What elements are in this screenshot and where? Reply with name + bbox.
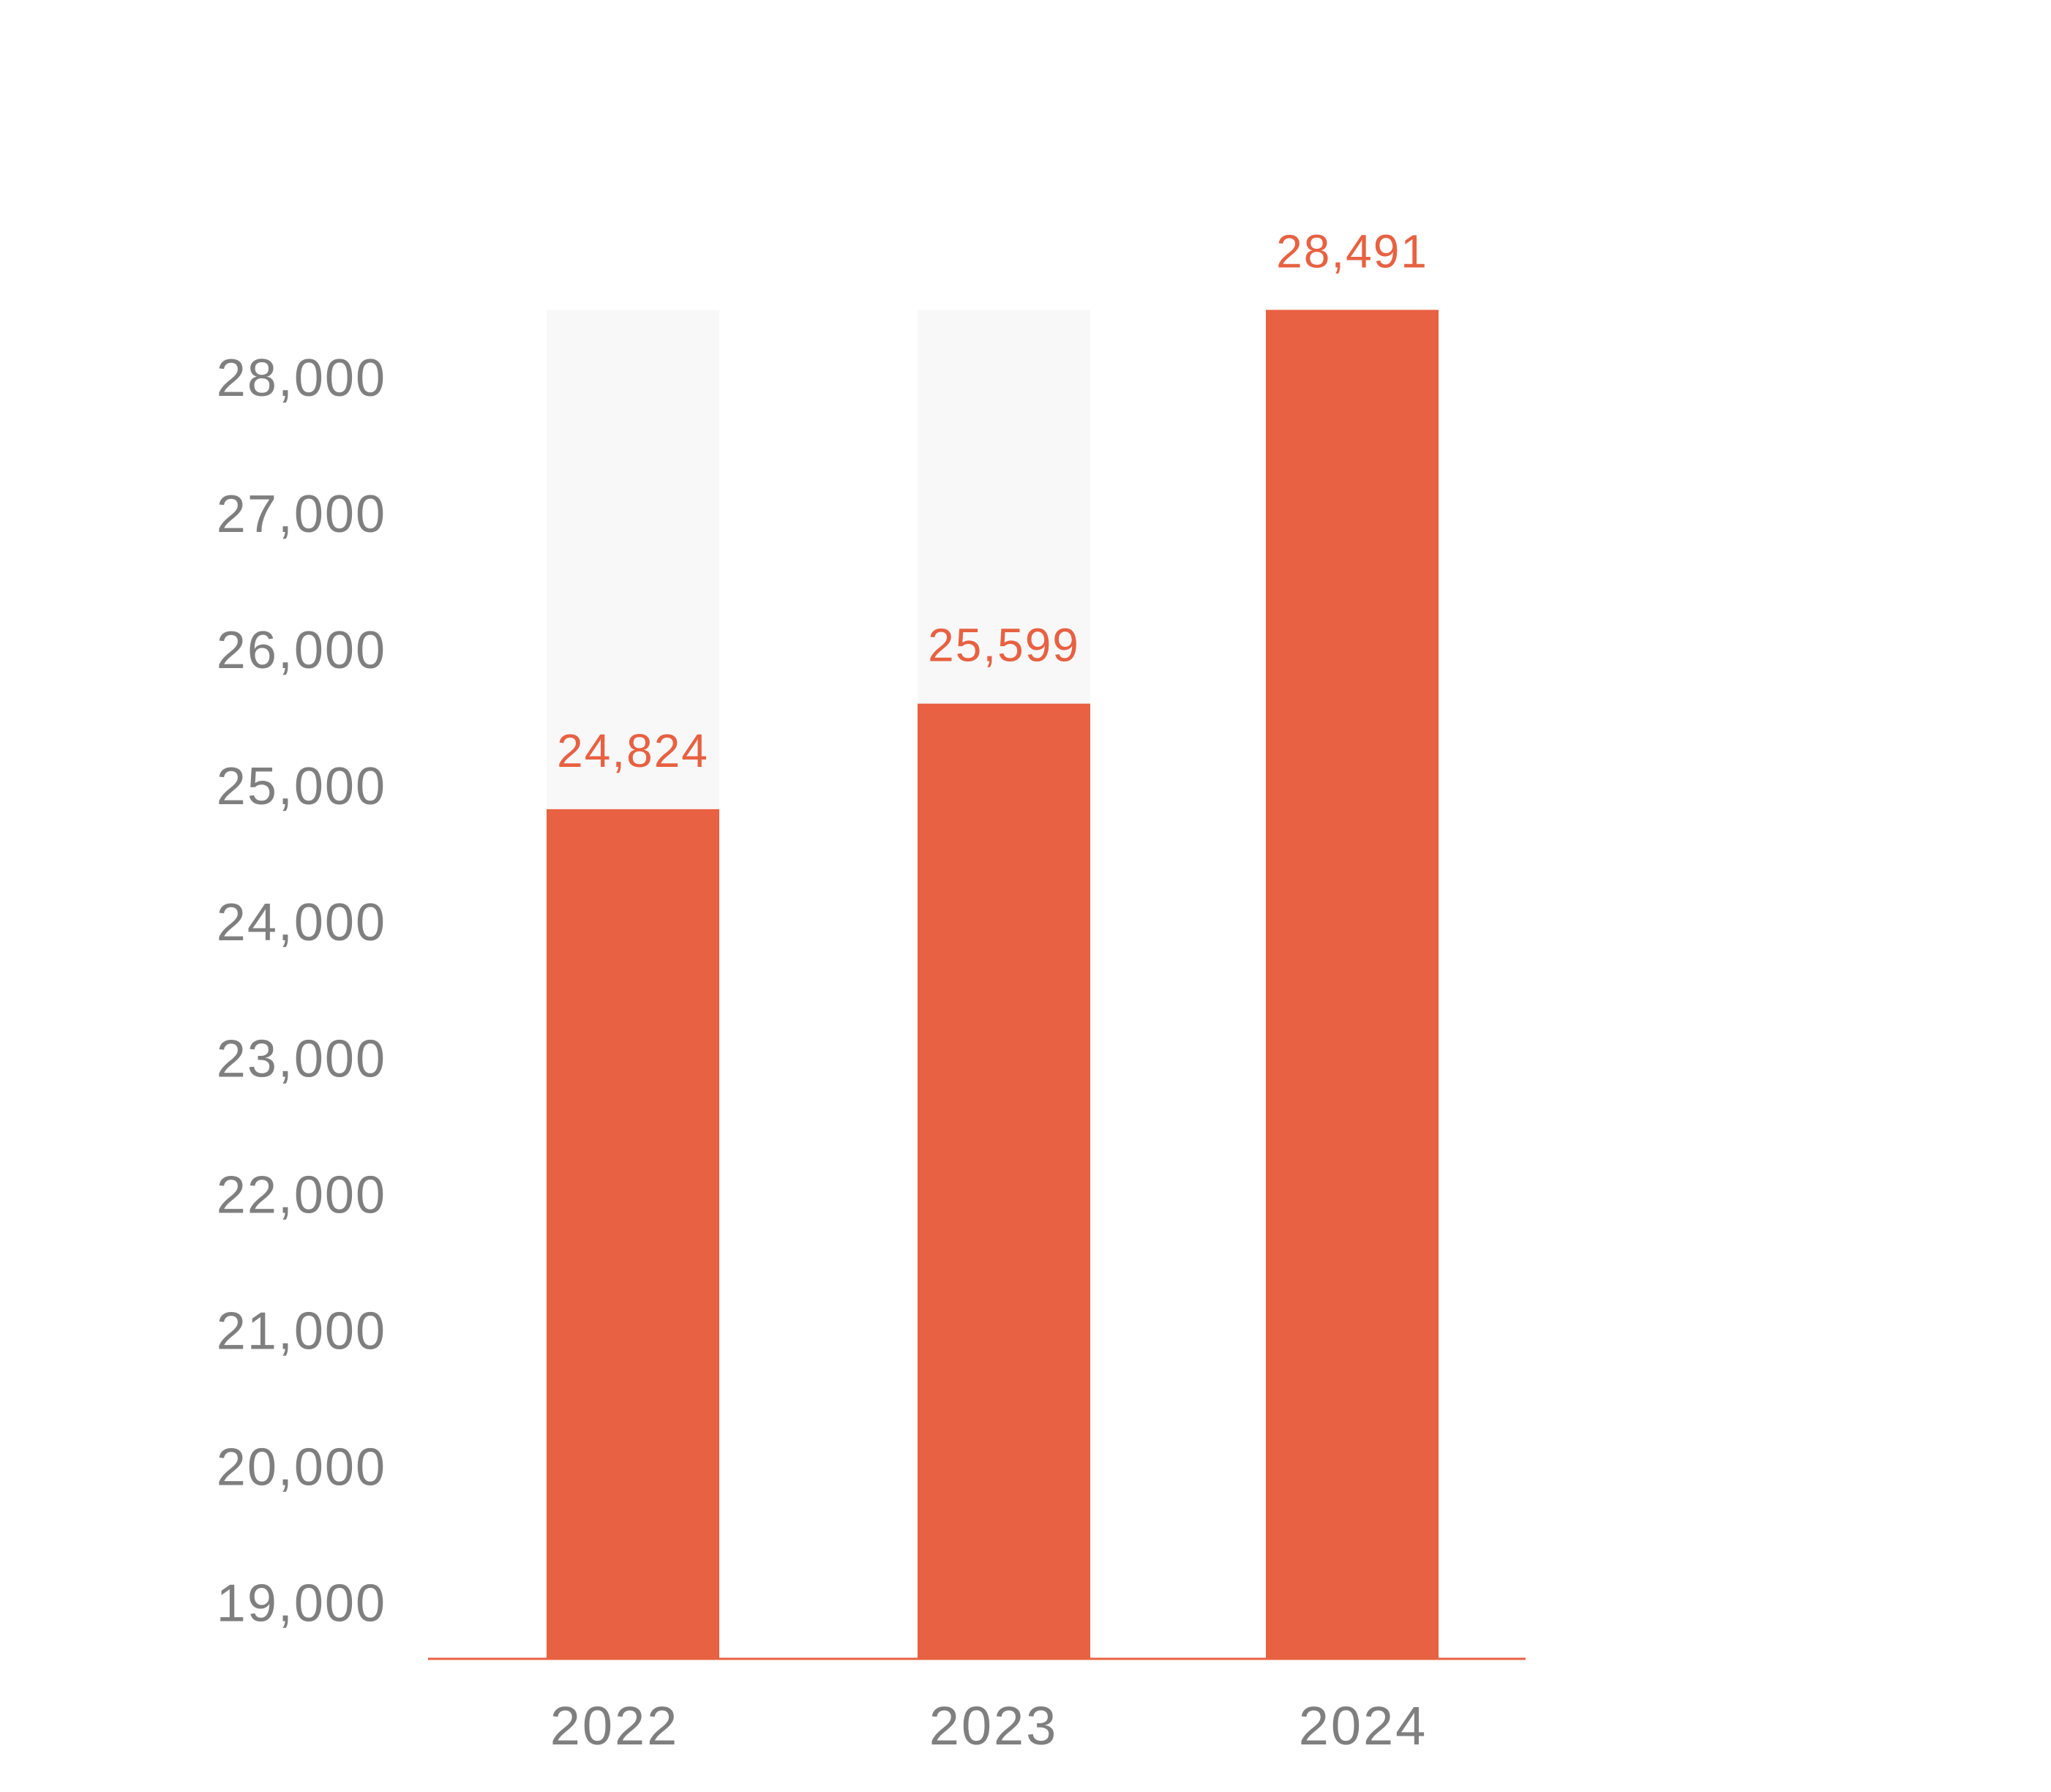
y-tick-label-24000: 24,000 <box>217 893 386 952</box>
data-label-2022: 24,824 <box>557 724 709 777</box>
x-tick-label-2022: 2022 <box>550 1695 680 1756</box>
x-tick-label-2023: 2023 <box>929 1695 1059 1756</box>
y-tick-label-25000: 25,000 <box>217 757 386 816</box>
y-tick-label-22000: 22,000 <box>217 1166 386 1224</box>
data-label-2024: 28,491 <box>1276 225 1428 277</box>
y-tick-label-19000: 19,000 <box>217 1575 386 1633</box>
y-tick-label-27000: 27,000 <box>217 485 386 544</box>
y-tick-label-28000: 28,000 <box>217 349 386 408</box>
y-axis-ticks: 19,000 20,000 21,000 22,000 23,000 24,000 25,0… <box>217 349 386 1633</box>
y-tick-label-23000: 23,000 <box>217 1030 386 1088</box>
y-tick-label-21000: 21,000 <box>217 1302 386 1361</box>
bar-2024 <box>1266 310 1439 1659</box>
y-tick-label-20000: 20,000 <box>217 1439 386 1497</box>
bars <box>547 310 1439 1659</box>
bar-2023 <box>918 703 1090 1659</box>
data-label-2023: 25,599 <box>928 619 1080 672</box>
bar-2022 <box>547 809 719 1658</box>
y-tick-label-26000: 26,000 <box>217 621 386 680</box>
x-tick-label-2024: 2024 <box>1299 1695 1428 1756</box>
data-labels: 24,824 25,599 28,491 <box>557 225 1428 777</box>
x-axis-ticks: 2022 2023 2024 <box>550 1695 1428 1756</box>
